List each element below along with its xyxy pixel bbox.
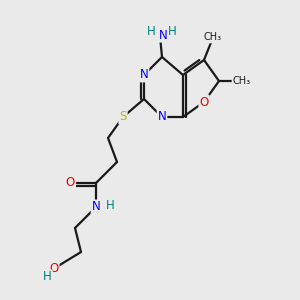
Text: S: S xyxy=(119,110,127,124)
Text: H: H xyxy=(106,199,115,212)
Text: CH₃: CH₃ xyxy=(232,76,250,86)
Text: O: O xyxy=(66,176,75,190)
Text: H: H xyxy=(43,270,52,284)
Text: N: N xyxy=(92,200,100,214)
Text: O: O xyxy=(200,95,208,109)
Text: N: N xyxy=(140,68,148,82)
Text: N: N xyxy=(158,28,167,42)
Text: O: O xyxy=(50,262,58,275)
Text: N: N xyxy=(158,110,166,124)
Text: CH₃: CH₃ xyxy=(204,32,222,43)
Text: H: H xyxy=(168,25,177,38)
Text: H: H xyxy=(147,25,156,38)
